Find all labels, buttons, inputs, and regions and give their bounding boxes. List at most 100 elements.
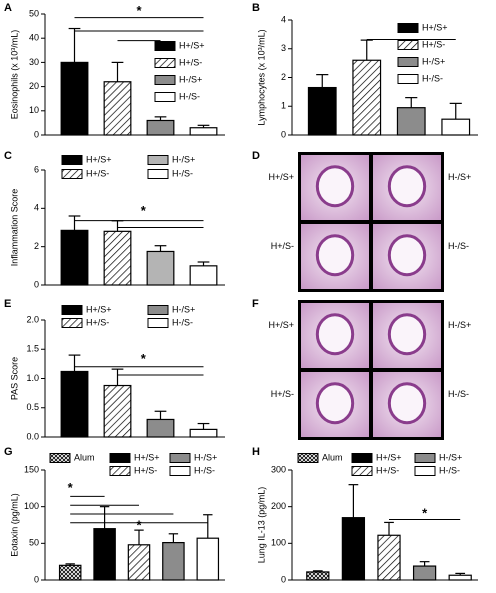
y-axis-label: Eotaxin (pg/mL): [9, 493, 19, 557]
y-axis-label: Inflammation Score: [9, 189, 19, 267]
legend-swatch: [397, 57, 419, 67]
y-tick-label: 2: [281, 72, 286, 82]
legend-swatch: [147, 318, 169, 328]
y-tick-label: 1: [281, 101, 286, 111]
legend-swatch: [61, 305, 83, 315]
legend-swatch: [169, 466, 191, 476]
legend-swatch: [109, 453, 131, 463]
panel-letter: E: [4, 298, 11, 310]
legend-label: H+/S-: [86, 317, 109, 327]
significance-star: *: [422, 505, 428, 520]
airway: [315, 313, 355, 356]
panel-letter: F: [252, 298, 259, 310]
y-tick-label: 0: [34, 129, 39, 139]
y-tick-label: 100: [24, 501, 39, 511]
bar: [60, 61, 89, 136]
legend-swatch: [414, 453, 436, 463]
bar: [58, 564, 82, 581]
bar: [93, 528, 116, 581]
y-tick-label: 2: [34, 241, 39, 251]
legend-label: H-/S-: [172, 168, 193, 178]
legend-label: H+/S+: [86, 304, 112, 314]
airway: [387, 382, 427, 425]
bar: [103, 81, 132, 136]
significance-star: *: [141, 203, 147, 218]
legend-swatch: [109, 466, 131, 476]
legend-label: H-/S+: [179, 74, 202, 84]
y-tick-label: 10: [29, 105, 39, 115]
bar: [146, 418, 175, 438]
bar: [60, 229, 89, 286]
panel-letter: B: [252, 2, 260, 14]
y-tick-label: 0: [34, 279, 39, 289]
legend-label: H+/S+: [376, 452, 402, 462]
panel-letter: A: [4, 2, 12, 14]
legend-swatch: [297, 453, 319, 463]
panel-letter: G: [4, 446, 13, 458]
legend-label: H-/S+: [422, 56, 445, 66]
airway: [315, 234, 355, 277]
legend-label: H-/S-: [179, 91, 200, 101]
y-tick-label: 3: [281, 43, 286, 53]
legend-swatch: [49, 453, 71, 463]
legend-label: H+/S-: [134, 465, 157, 475]
micrograph-label: H+/S-: [271, 241, 294, 251]
y-tick-label: 6: [34, 164, 39, 174]
legend-swatch: [397, 40, 419, 50]
bar: [196, 537, 220, 581]
legend-label: H-/S-: [194, 465, 215, 475]
significance-star: *: [136, 3, 142, 18]
significance-star: *: [409, 23, 415, 38]
panel-letter: H: [252, 446, 260, 458]
bar: [448, 574, 472, 581]
bar: [127, 544, 151, 581]
legend-swatch: [147, 169, 169, 179]
significance-star: *: [141, 351, 147, 366]
y-tick-label: 30: [29, 57, 39, 67]
panel-letter: D: [252, 150, 260, 162]
airway: [387, 313, 427, 356]
bar: [441, 118, 471, 136]
bar: [306, 571, 330, 581]
bar: [307, 86, 337, 136]
y-tick-label: 100: [271, 538, 286, 548]
y-tick-label: 200: [271, 501, 286, 511]
bar: [146, 250, 175, 286]
micrograph-label: H+/S+: [268, 320, 294, 330]
legend-swatch: [61, 155, 83, 165]
bar: [146, 119, 175, 136]
bar: [103, 384, 132, 438]
bar: [341, 517, 366, 581]
legend-label: H+/S-: [422, 39, 445, 49]
legend-label: Alum: [322, 452, 343, 462]
y-tick-label: 2.0: [26, 314, 39, 324]
legend-swatch: [154, 92, 176, 102]
significance-star: *: [136, 518, 142, 533]
legend-label: H+/S+: [86, 154, 112, 164]
y-tick-label: 150: [24, 464, 39, 474]
bar: [60, 370, 89, 438]
y-tick-label: 0: [281, 574, 286, 584]
bar: [352, 59, 382, 136]
legend-label: H-/S+: [439, 452, 462, 462]
y-axis-label: Lymphocytes (x 10³/mL): [256, 29, 266, 125]
y-tick-label: 0: [281, 129, 286, 139]
legend-swatch: [351, 466, 373, 476]
legend-swatch: [414, 466, 436, 476]
legend-label: H+/S-: [179, 57, 202, 67]
bar: [189, 127, 218, 136]
bar: [162, 541, 185, 581]
legend-swatch: [61, 318, 83, 328]
y-tick-label: 50: [29, 8, 39, 18]
legend-label: H+/S+: [179, 40, 205, 50]
legend-label: H-/S+: [194, 452, 217, 462]
legend-label: H-/S+: [172, 154, 195, 164]
airway: [387, 165, 427, 208]
legend-swatch: [169, 453, 191, 463]
airway: [387, 234, 427, 277]
y-tick-label: 0.0: [26, 431, 39, 441]
legend-swatch: [154, 41, 176, 51]
y-tick-label: 4: [281, 14, 286, 24]
legend-swatch: [147, 305, 169, 315]
